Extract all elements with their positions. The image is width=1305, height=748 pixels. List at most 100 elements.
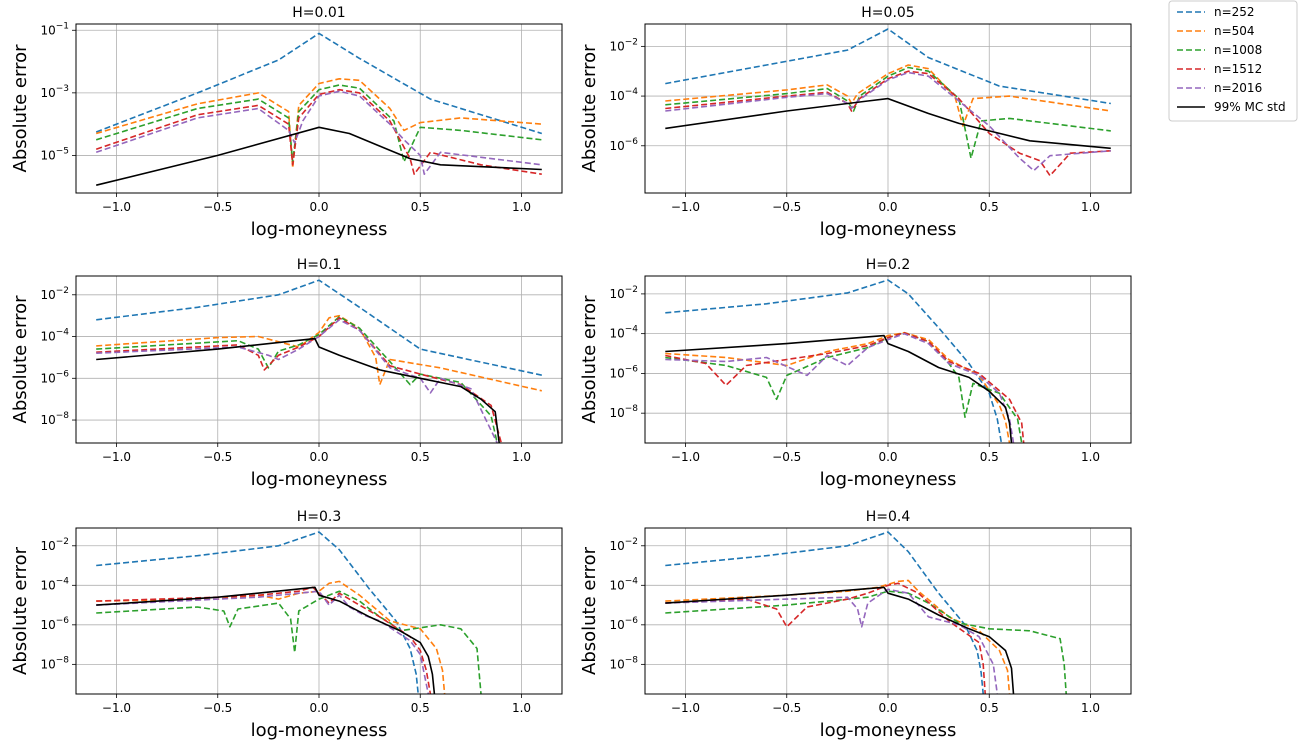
series-group: [665, 531, 1067, 694]
series-line-99-mc-std: [96, 337, 500, 443]
legend-label: 99% MC std: [1214, 100, 1286, 114]
y-tick-base: 10: [609, 657, 624, 671]
series-line-n-2016: [665, 588, 999, 694]
series-line-n-1512: [665, 331, 1025, 443]
x-tick-label: 1.0: [512, 200, 531, 214]
panel-6: −1.0 −0.5 0.0 0.5 1.010−810−610−410−2H=0.4lo…: [579, 509, 1132, 741]
x-axis-label: log-moneyness: [251, 469, 388, 490]
y-tick-base: 10: [609, 406, 624, 420]
series-line-n-1008: [96, 590, 482, 694]
x-tick-label: −0.5: [203, 450, 232, 464]
y-tick-exponent: −6: [56, 369, 70, 379]
y-tick-label: 10−4: [609, 576, 638, 592]
y-tick-exponent: −3: [56, 84, 69, 94]
y-tick-label: 10−4: [609, 325, 638, 341]
y-axis-label: Absolute error: [579, 546, 600, 675]
x-tick-label: 0.0: [878, 701, 897, 715]
series-line-n-252: [665, 531, 984, 694]
y-tick-exponent: −2: [56, 537, 69, 547]
series-line-n-252: [96, 279, 542, 376]
x-axis-label: log-moneyness: [820, 219, 957, 240]
y-axis-label: Absolute error: [10, 44, 31, 173]
panel-title: H=0.01: [292, 5, 345, 21]
y-tick-base: 10: [609, 39, 624, 53]
series-line-99-mc-std: [96, 586, 436, 694]
y-tick-exponent: −8: [56, 655, 70, 665]
y-tick-label: 10−6: [40, 369, 69, 385]
x-tick-label: 0.0: [878, 450, 897, 464]
y-tick-base: 10: [40, 86, 55, 100]
panel-title: H=0.2: [866, 257, 911, 273]
series-group: [665, 28, 1111, 177]
panel-3: −1.0 −0.5 0.0 0.5 1.010−810−610−410−2H=0.1lo…: [10, 257, 563, 490]
x-axis-label: log-moneyness: [251, 720, 388, 741]
x-tick-label: 1.0: [1081, 701, 1100, 715]
series-line-n-2016: [665, 332, 1015, 443]
y-tick-exponent: −6: [625, 137, 639, 147]
series-line-n-252: [95, 32, 543, 135]
series-line-n-2016: [96, 590, 430, 694]
y-tick-label: 10−8: [609, 655, 638, 671]
y-tick-exponent: −4: [625, 87, 639, 97]
x-tick-label: 0.5: [980, 200, 999, 214]
y-axis-label: Absolute error: [579, 44, 600, 173]
y-tick-label: 10−8: [40, 411, 69, 427]
y-tick-exponent: −4: [56, 576, 70, 586]
panel-title: H=0.4: [866, 509, 911, 525]
series-line-n-1008: [665, 331, 1023, 443]
x-tick-label: 1.0: [1081, 200, 1100, 214]
y-tick-label: 10−6: [609, 137, 638, 153]
x-tick-label: −0.5: [772, 200, 801, 214]
y-tick-label: 10−8: [609, 404, 638, 420]
legend-label: n=504: [1214, 24, 1255, 38]
x-tick-label: 0.5: [980, 701, 999, 715]
y-tick-base: 10: [609, 139, 624, 153]
series-line-n-1512: [665, 582, 986, 694]
panel-title: H=0.3: [297, 509, 342, 525]
y-tick-label: 10−2: [609, 537, 638, 553]
x-tick-label: 0.5: [411, 450, 430, 464]
series-line-99-mc-std: [665, 586, 1015, 694]
x-axis-label: log-moneyness: [820, 469, 957, 490]
x-tick-label: −1.0: [102, 450, 131, 464]
x-tick-label: 0.5: [411, 200, 430, 214]
y-tick-label: 10−4: [40, 328, 69, 344]
y-tick-exponent: −8: [625, 655, 639, 665]
x-tick-label: 0.0: [878, 200, 897, 214]
y-axis-label: Absolute error: [10, 546, 31, 675]
y-tick-exponent: −2: [625, 537, 638, 547]
series-line-n-1008: [95, 84, 542, 163]
legend-label: n=252: [1214, 5, 1255, 19]
y-tick-base: 10: [40, 371, 55, 385]
y-tick-base: 10: [40, 413, 55, 427]
x-tick-label: 0.0: [309, 450, 328, 464]
y-tick-exponent: −4: [56, 328, 70, 338]
series-line-n-1512: [96, 586, 432, 694]
y-tick-base: 10: [609, 366, 624, 380]
series-line-n-504: [665, 64, 1111, 127]
y-tick-exponent: −6: [56, 616, 70, 626]
y-tick-base: 10: [609, 89, 624, 103]
y-tick-exponent: −4: [625, 325, 639, 335]
y-tick-label: 10−5: [40, 146, 69, 162]
x-tick-label: 0.5: [411, 701, 430, 715]
series-group: [95, 32, 543, 186]
x-tick-label: −0.5: [772, 701, 801, 715]
y-tick-base: 10: [40, 657, 55, 671]
y-tick-exponent: −2: [625, 37, 638, 47]
series-group: [96, 279, 542, 443]
y-tick-base: 10: [609, 578, 624, 592]
legend: n=252 n=504 n=1008 n=1512 n=2016 99% MC std: [1168, 0, 1298, 122]
y-tick-exponent: −6: [625, 364, 639, 374]
y-tick-base: 10: [609, 618, 624, 632]
x-tick-label: 1.0: [512, 701, 531, 715]
series-line-n-2016: [96, 318, 498, 443]
y-tick-base: 10: [609, 539, 624, 553]
series-group: [96, 531, 482, 694]
y-tick-exponent: −8: [625, 404, 639, 414]
y-axis-label: Absolute error: [10, 295, 31, 424]
series-line-n-504: [96, 580, 446, 694]
y-tick-label: 10−2: [40, 537, 69, 553]
x-tick-label: −0.5: [772, 450, 801, 464]
